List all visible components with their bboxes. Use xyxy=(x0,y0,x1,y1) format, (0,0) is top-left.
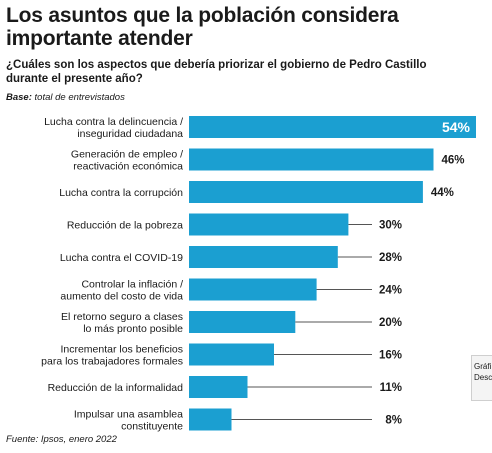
value-label-6: 24% xyxy=(379,285,402,297)
bar-3 xyxy=(189,181,423,203)
value-label-2: 46% xyxy=(441,155,464,167)
base-note: Base: total de entrevistados xyxy=(6,92,125,103)
category-label-7: El retorno seguro a clases lo más pronto … xyxy=(61,311,183,335)
value-label-1: 54% xyxy=(442,119,471,135)
source-note: Fuente: Ipsos, enero 2022 xyxy=(6,434,117,445)
value-label-5: 28% xyxy=(379,252,402,264)
category-label-1: Lucha contra la delincuencia / insegurida… xyxy=(44,116,183,140)
category-label-2: Generación de empleo / reactivación econó… xyxy=(71,149,183,173)
chart-subtitle-question: ¿Cuáles son los aspectos que debería pri… xyxy=(6,59,427,85)
category-label-4: Reducción de la pobreza xyxy=(67,220,183,232)
category-label-3: Lucha contra la corrupción xyxy=(59,187,183,199)
category-label-10: Impulsar una asamblea constituyente xyxy=(74,409,183,433)
value-label-7: 20% xyxy=(379,317,402,329)
bar-4 xyxy=(189,213,349,236)
bar-9 xyxy=(189,376,248,398)
side-panel-line-2: Desc xyxy=(474,373,492,382)
value-label-4: 30% xyxy=(379,220,402,232)
category-label-9: Reducción de la informalidad xyxy=(48,382,184,394)
bar-5 xyxy=(189,246,338,268)
bar-6 xyxy=(189,278,317,301)
value-label-8: 16% xyxy=(379,350,402,362)
value-label-3: 44% xyxy=(431,187,454,199)
base-label: Base: xyxy=(6,92,32,103)
bar-8 xyxy=(189,343,274,366)
bar-7 xyxy=(189,311,296,333)
base-text: total de entrevistados xyxy=(34,92,125,103)
chart-title: Los asuntos que la población considera i… xyxy=(6,4,399,50)
value-label-10: 8% xyxy=(385,415,402,427)
bar-1 xyxy=(189,116,476,138)
value-label-9: 11% xyxy=(380,382,402,394)
side-panel-clipped[interactable]: Gráfi Desc xyxy=(471,355,492,401)
bar-2 xyxy=(189,148,434,171)
category-label-8: Incrementar los beneficios para los traba… xyxy=(41,344,183,368)
category-label-5: Lucha contra el COVID-19 xyxy=(60,252,183,264)
side-panel-line-1: Gráfi xyxy=(474,362,492,371)
bar-10 xyxy=(189,408,232,431)
category-label-6: Controlar la inflación / aumento del cost… xyxy=(60,279,183,303)
